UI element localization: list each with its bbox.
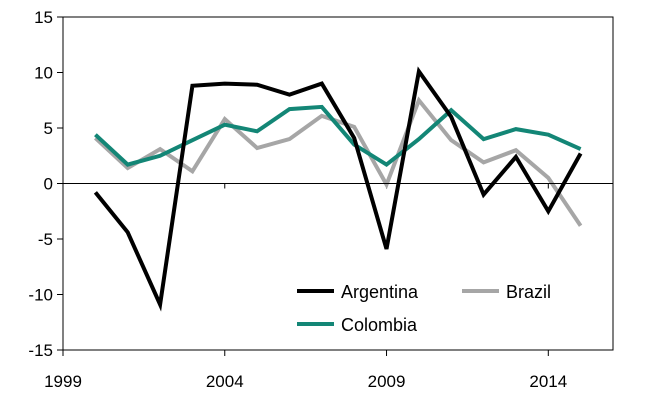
x-tick-label: 2004 (206, 372, 244, 391)
y-tick-label: -5 (38, 230, 53, 249)
series-line-colombia (94, 104, 582, 168)
plot-area-frame (62, 16, 614, 351)
y-tick-label: 10 (34, 64, 53, 83)
legend-item-argentina: Argentina (297, 282, 419, 302)
legend-item-brazil: Brazil (462, 282, 551, 302)
legend-item-colombia: Colombia (297, 315, 418, 335)
legend-label-colombia: Colombia (341, 315, 418, 335)
x-axis-ticks: 1999 2004 2009 2014 (44, 183, 567, 391)
y-tick-label: -10 (28, 286, 53, 305)
y-tick-label: 5 (44, 119, 53, 138)
series-layer (93, 66, 583, 312)
series-line-argentina (93, 66, 583, 312)
x-tick-label: 2009 (368, 372, 406, 391)
y-tick-label: 0 (44, 175, 53, 194)
legend-label-brazil: Brazil (506, 282, 551, 302)
y-tick-label: 15 (34, 8, 53, 27)
legend: Argentina Brazil Colombia (297, 282, 551, 335)
x-tick-label: 1999 (44, 372, 82, 391)
x-tick-label: 2014 (529, 372, 567, 391)
legend-label-argentina: Argentina (341, 282, 419, 302)
series-line-brazil (94, 96, 583, 227)
y-axis-ticks: 15 10 5 0 -5 -10 -15 (28, 8, 63, 360)
y-tick-label: -15 (28, 341, 53, 360)
